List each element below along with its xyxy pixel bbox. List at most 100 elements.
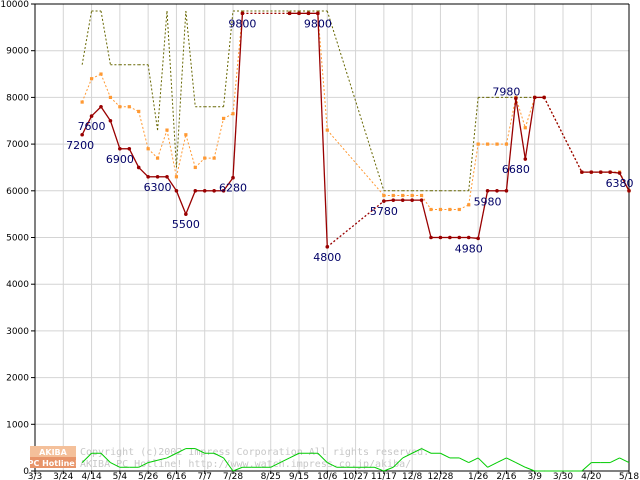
y-tick-label: 3000 xyxy=(6,327,29,337)
x-tick-label: 9/15 xyxy=(289,472,309,480)
series-0-point xyxy=(419,198,424,202)
series-3-segment xyxy=(327,462,337,468)
series-0-segment xyxy=(515,98,526,160)
series-3-segment xyxy=(374,466,385,472)
axes xyxy=(34,3,630,472)
logo-bottom-text: PC Hotline! xyxy=(28,459,79,468)
data-label: 5980 xyxy=(474,196,502,209)
series-3-segment xyxy=(157,457,168,461)
x-tick-label: 5/4 xyxy=(113,472,128,480)
series-0-point xyxy=(146,174,150,179)
series-0-point xyxy=(80,132,84,137)
series-1-segment xyxy=(317,13,328,131)
series-0-point xyxy=(325,245,330,249)
series-0-segment xyxy=(185,190,196,215)
x-tick-label: 7/7 xyxy=(197,472,211,480)
series-1-point xyxy=(193,165,197,170)
series-0-segment xyxy=(166,176,177,192)
series-1-point xyxy=(504,142,509,146)
series-0-segment xyxy=(100,106,111,122)
y-tick-label: 8000 xyxy=(6,93,29,103)
series-1-point xyxy=(127,105,131,109)
series-3-segment xyxy=(477,457,488,468)
series-0-segment xyxy=(232,13,244,178)
series-0-segment xyxy=(543,97,583,173)
series-0-point xyxy=(212,189,216,193)
series-0-point xyxy=(542,95,546,100)
series-0-segment xyxy=(81,115,93,136)
x-tick-label: 12/28 xyxy=(427,472,453,480)
series-3-segment xyxy=(279,457,290,464)
x-tick-label: 4/14 xyxy=(81,472,101,480)
series-1-segment xyxy=(524,97,536,128)
series-0-point xyxy=(99,104,103,109)
y-tick-label: 6000 xyxy=(6,187,29,197)
series-0-point xyxy=(118,146,122,151)
data-labels: 7200 7600 6900 6300 5500 6280 9800 9800 4800 5780… xyxy=(66,17,633,264)
series-0-point xyxy=(598,170,603,174)
x-tick-label: 5/18 xyxy=(619,472,639,480)
y-tick-label: 5000 xyxy=(6,234,29,244)
series-3-segment xyxy=(402,452,413,459)
series-0-point xyxy=(514,96,518,101)
series-1-point xyxy=(108,95,113,99)
y-tick-label: 2000 xyxy=(6,374,29,384)
x-tick-label: 4/20 xyxy=(581,472,601,480)
data-label: 4800 xyxy=(313,251,341,264)
series-3-segment xyxy=(487,462,498,468)
series-3-segment xyxy=(100,452,111,463)
series-3-segment xyxy=(270,462,281,468)
series-0-segment xyxy=(223,177,234,192)
series-1-point xyxy=(401,193,405,198)
series-0-point xyxy=(523,157,528,161)
series-3-segment xyxy=(148,459,158,464)
series-3-segment xyxy=(317,452,328,463)
series-0-point xyxy=(580,170,584,174)
series-0-point xyxy=(221,189,226,193)
series-3-segment xyxy=(81,452,92,463)
series-0-segment xyxy=(524,97,536,160)
series-1-point xyxy=(457,207,461,212)
series-1-segment xyxy=(213,118,225,159)
series-1-point xyxy=(165,128,169,132)
data-label: 4980 xyxy=(455,242,483,255)
x-tick-label: 10/6 xyxy=(317,472,337,480)
series-0-segment xyxy=(138,166,149,178)
x-tick-label: 3/24 xyxy=(53,472,73,480)
watermark: AKIBA PC Hotline! Copyright (c)2002 Impr… xyxy=(28,446,429,470)
series-0-point xyxy=(165,174,169,179)
series-3-segment xyxy=(166,452,177,459)
series-0-point xyxy=(391,198,396,202)
series-0-segment xyxy=(109,120,121,149)
series-3-segment xyxy=(176,448,187,454)
series-0-point xyxy=(466,235,471,240)
x-tick-label: 7/28 xyxy=(223,472,243,480)
series-0-segment xyxy=(91,106,102,117)
series-3-segment xyxy=(383,466,394,472)
series-1-point xyxy=(146,147,150,151)
series-1-point xyxy=(137,109,141,114)
series-3-segment xyxy=(496,457,507,464)
x-tick-label: 8/25 xyxy=(261,472,281,480)
series-0-point xyxy=(174,189,179,193)
series-0-point xyxy=(457,235,462,240)
y-tick-label: 1000 xyxy=(6,420,29,430)
series-0-point xyxy=(504,189,509,193)
data-label: 6300 xyxy=(144,181,172,194)
y-axis-ticks: 0 1000 2000 3000 4000 5000 6000 7000 8000 9000 100… xyxy=(0,0,35,477)
series-1-segment xyxy=(326,129,385,196)
series-1-point xyxy=(523,126,527,130)
series-0-segment xyxy=(505,98,517,191)
series-1-point xyxy=(438,207,443,212)
data-label: 7980 xyxy=(492,85,520,98)
series-1-point xyxy=(485,142,490,146)
logo-top-text: AKIBA xyxy=(39,448,67,457)
series-0-point xyxy=(306,11,311,16)
series-0-point xyxy=(429,235,433,240)
series-0-point xyxy=(193,189,198,193)
series-1-point xyxy=(231,112,235,116)
y-tick-label: 7000 xyxy=(6,140,29,150)
series-1-point xyxy=(467,203,471,207)
y-tick-label: 10000 xyxy=(0,0,29,10)
series-0-segment xyxy=(477,190,489,239)
